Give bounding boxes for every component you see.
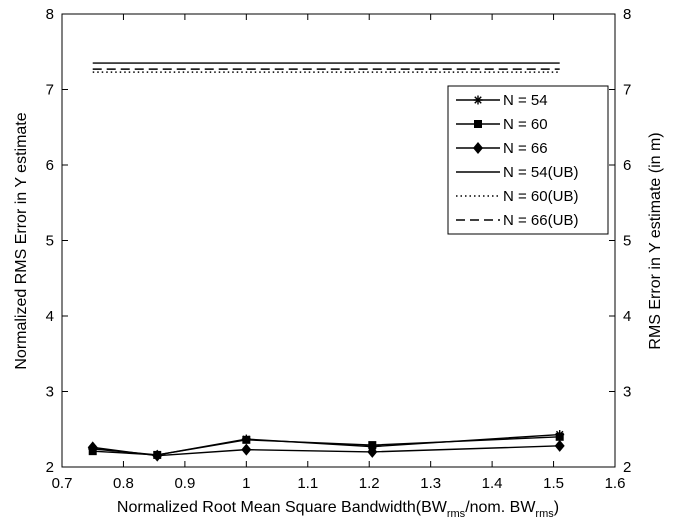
y-tick-label: 7	[46, 82, 54, 99]
legend-item: N = 60(UB)	[456, 188, 578, 205]
y-tick-label-right: 7	[623, 82, 631, 99]
y-tick-label-right: 4	[623, 308, 631, 325]
series-2	[87, 439, 565, 462]
legend-items: N = 54 N = 60 N = 66 N = 54(UB) N = 60(UB) N …	[456, 92, 578, 229]
data-point	[368, 441, 377, 450]
y-tick-label-right: 2	[623, 459, 631, 476]
y-tick-label: 6	[46, 157, 54, 174]
x-tick-label: 1.1	[297, 475, 318, 492]
data-point	[152, 449, 163, 462]
data-point	[554, 439, 565, 452]
x-tick-label: 0.7	[52, 475, 73, 492]
data-point	[87, 441, 98, 454]
y-tick-label: 8	[46, 6, 54, 23]
y-tick-label: 3	[46, 384, 54, 401]
x-tick-label: 1	[242, 475, 250, 492]
legend-label: N = 60	[503, 116, 548, 133]
x-tick-label: 1.3	[420, 475, 441, 492]
legend-label: N = 54	[503, 92, 548, 109]
y-tick-label-right: 6	[623, 157, 631, 174]
x-tick-label: 1.4	[482, 475, 503, 492]
legend-item: N = 54	[456, 92, 548, 109]
legend-item: N = 66	[456, 140, 548, 157]
y-tick-label: 4	[46, 308, 54, 325]
axis-ticks: 0.7 0.8 0.9 1 1.1 1.2 1.3 1.4 1.5 1.6234567823456…	[46, 6, 632, 492]
data-point	[367, 445, 378, 458]
legend-item: N = 60	[456, 116, 548, 133]
x-label-middle: /nom. BW	[465, 499, 536, 516]
legend-marker	[474, 120, 482, 128]
legend-label: N = 54(UB)	[503, 164, 578, 181]
legend-label: N = 66	[503, 140, 548, 157]
legend-marker	[473, 142, 483, 154]
x-tick-label: 0.9	[174, 475, 195, 492]
legend-box	[447, 85, 609, 235]
legend-item: N = 66(UB)	[456, 212, 578, 229]
y-axis-label-right: RMS Error in Y estimate (in m)	[647, 132, 664, 349]
x-label-prefix: Normalized Root Mean Square Bandwidth(BW	[117, 499, 448, 516]
x-label-sub-1: rms	[447, 508, 466, 520]
y-tick-label: 5	[46, 233, 54, 250]
x-tick-label: 1.2	[359, 475, 380, 492]
legend-label: N = 60(UB)	[503, 188, 578, 205]
y-tick-label-right: 5	[623, 233, 631, 250]
x-tick-label: 1.6	[605, 475, 626, 492]
legend-label: N = 66(UB)	[503, 212, 578, 229]
plot-area	[61, 13, 616, 468]
x-label-sub-2: rms	[535, 508, 554, 520]
legend: N = 54 N = 60 N = 66 N = 54(UB) N = 60(UB) N …	[447, 85, 609, 235]
x-tick-label: 0.8	[113, 475, 134, 492]
legend-marker	[473, 95, 483, 105]
y-tick-label: 2	[46, 459, 54, 476]
x-tick-label: 1.5	[543, 475, 564, 492]
x-axis-label: Normalized Root Mean Square Bandwidth(BW…	[117, 499, 559, 520]
data-point	[241, 443, 252, 456]
y-tick-label-right: 8	[623, 6, 631, 23]
x-label-suffix: )	[554, 499, 559, 516]
data-point	[242, 435, 251, 444]
y-tick-label-right: 3	[623, 384, 631, 401]
series-layer	[87, 62, 565, 462]
data-point	[555, 432, 564, 441]
legend-item: N = 54(UB)	[456, 164, 578, 181]
y-axis-label: Normalized RMS Error in Y estimate	[13, 112, 30, 369]
